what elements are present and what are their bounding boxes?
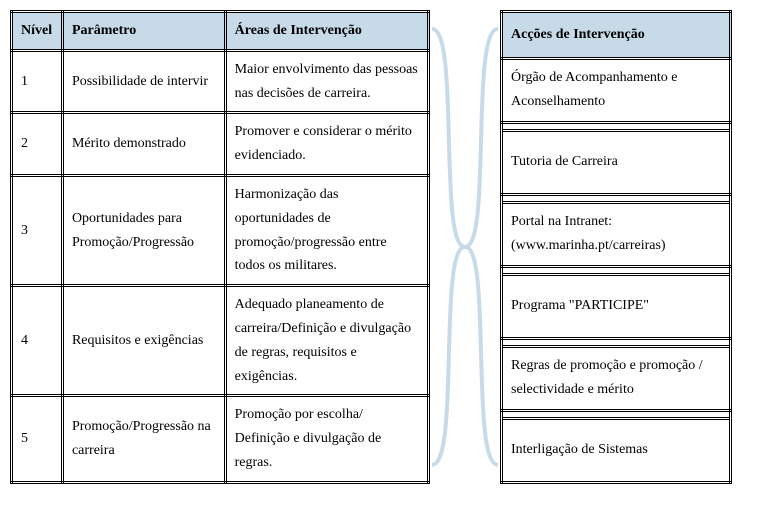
cell-parametro: Possibilidade de intervir [62,50,225,113]
gap-row [502,122,731,130]
cell-accao: Interligação de Sistemas [502,418,731,482]
table-row: 5 Promoção/Progressão na carreira Promoç… [12,396,429,482]
col-header-parametro: Parâmetro [62,12,225,51]
cell-parametro: Promoção/Progressão na carreira [62,396,225,482]
cell-accao: Órgão de Acompanhamento e Aconselhamento [502,58,731,122]
table-row: 1 Possibilidade de intervir Maior envolv… [12,50,429,113]
col-header-areas: Áreas de Intervenção [225,12,428,51]
cell-area: Maior envolvimento das pessoas nas decis… [225,50,428,113]
table-row: 3 Oportunidades para Promoção/Progressão… [12,175,429,285]
col-header-nivel: Nível [12,12,63,51]
cell-parametro: Mérito demonstrado [62,113,225,176]
cell-nivel: 2 [12,113,63,176]
cell-area: Adequado planeamento de carreira/Definiç… [225,286,428,396]
cell-area: Promover e considerar o mérito evidencia… [225,113,428,176]
left-table: Nível Parâmetro Áreas de Intervenção 1 P… [10,10,430,484]
table-row: Portal na Intranet: (www.marinha.pt/carr… [502,202,731,266]
cell-accao: Tutoria de Carreira [502,130,731,194]
table-row: 4 Requisitos e exigências Adequado plane… [12,286,429,396]
cell-parametro: Requisitos e exigências [62,286,225,396]
cell-accao: Regras de promoção e promoção / selectiv… [502,346,731,410]
table-row: Programa "PARTICIPE" [502,274,731,338]
table-row: 2 Mérito demonstrado Promover e consider… [12,113,429,176]
right-brace-icon [465,29,498,465]
layout-wrap: Nível Parâmetro Áreas de Intervenção 1 P… [10,10,751,484]
col-header-accoes: Acções de Intervenção [502,12,731,59]
gap-row [502,338,731,346]
table-row: Interligação de Sistemas [502,418,731,482]
gap-row [502,266,731,274]
right-table: Acções de Intervenção Órgão de Acompanha… [500,10,732,484]
table-row: Tutoria de Carreira [502,130,731,194]
cell-accao: Portal na Intranet: (www.marinha.pt/carr… [502,202,731,266]
cell-area: Harmonização das oportunidades de promoç… [225,175,428,285]
cell-nivel: 4 [12,286,63,396]
cell-nivel: 1 [12,50,63,113]
table-row: Regras de promoção e promoção / selectiv… [502,346,731,410]
table-row: Órgão de Acompanhamento e Aconselhamento [502,58,731,122]
cell-nivel: 5 [12,396,63,482]
cell-accao: Programa "PARTICIPE" [502,274,731,338]
cell-nivel: 3 [12,175,63,285]
gap-row [502,194,731,202]
cell-parametro: Oportunidades para Promoção/Progressão [62,175,225,285]
gap-row [502,410,731,418]
cell-area: Promoção por escolha/ Definição e divulg… [225,396,428,482]
left-brace-icon [432,29,465,465]
connector [430,10,500,484]
